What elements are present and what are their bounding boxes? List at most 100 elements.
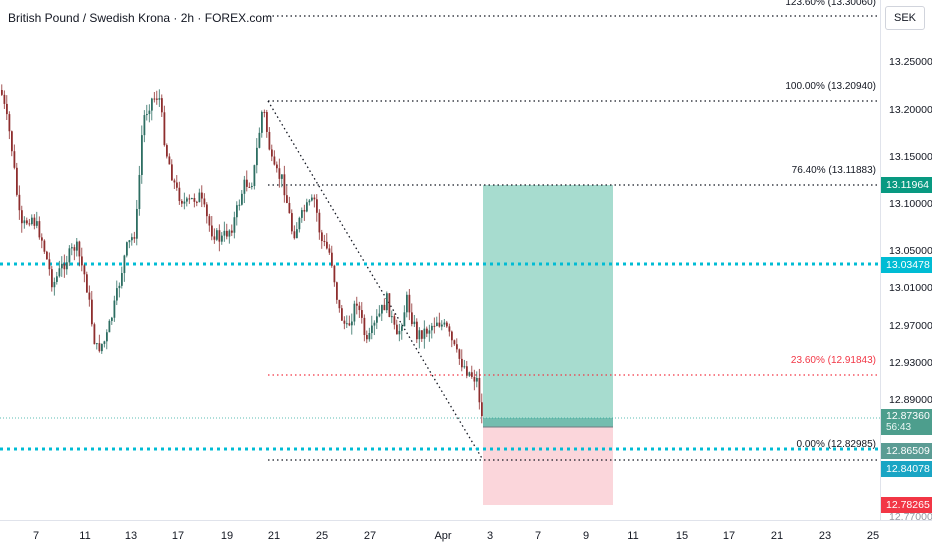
candle-body xyxy=(341,308,343,321)
candle-body xyxy=(376,316,378,323)
candle-body xyxy=(421,330,423,339)
fib-label-0: 0.00% (12.82985) xyxy=(796,439,876,450)
candle-body xyxy=(466,366,468,376)
candle-body xyxy=(446,322,448,327)
price-tick: 12.97000 xyxy=(889,320,932,332)
candle-body xyxy=(146,114,148,116)
candle-body xyxy=(338,299,341,309)
candle-body xyxy=(436,322,438,327)
candle-body xyxy=(11,131,13,152)
candle-body xyxy=(276,164,278,169)
candle-body xyxy=(38,221,41,238)
candle-body xyxy=(296,229,298,239)
chart-canvas[interactable] xyxy=(0,0,880,520)
candle-body xyxy=(308,200,311,203)
entry-price-badge: 12.86509 xyxy=(881,443,932,459)
time-label: 11 xyxy=(627,530,639,542)
candle-body xyxy=(353,303,356,322)
time-label: 7 xyxy=(534,530,542,542)
profit-zone xyxy=(483,185,613,420)
currency-button[interactable]: SEK xyxy=(885,6,925,30)
candle-body xyxy=(131,237,133,241)
symbol-title: British Pound / Swedish Krona · 2h · FOR… xyxy=(8,11,273,25)
time-axis[interactable]: 7 11 13 17 19 21 25 27 Apr 3 7 9 11 15 1… xyxy=(0,520,932,551)
candle-body xyxy=(203,198,206,205)
candle-body xyxy=(391,316,393,318)
candle-body xyxy=(181,200,183,204)
candle-body xyxy=(43,240,46,252)
candle-body xyxy=(166,145,168,157)
candle-body xyxy=(281,174,283,179)
take-profit-price-badge: 13.11964 xyxy=(881,177,932,193)
price-axis[interactable]: SEK 13.25000 13.20000 13.15000 13.10000 … xyxy=(880,0,932,523)
candle-body xyxy=(318,212,321,233)
candle-body xyxy=(393,316,396,325)
candle-body xyxy=(171,164,173,181)
candle-body xyxy=(58,268,61,277)
candle-body xyxy=(226,230,228,237)
chart-pane[interactable]: British Pound / Swedish Krona · 2h · FOR… xyxy=(0,0,880,520)
candle-body xyxy=(476,377,478,382)
time-label: 15 xyxy=(675,530,689,542)
candle-body xyxy=(233,217,236,233)
time-label: 7 xyxy=(32,530,40,542)
loss-zone xyxy=(483,427,613,505)
candle-body xyxy=(213,236,216,240)
candle-body xyxy=(63,263,66,270)
fib-trend-line xyxy=(267,100,484,461)
candle-body xyxy=(468,372,471,376)
candle-body xyxy=(383,304,386,311)
candle-body xyxy=(21,210,23,224)
candle-body xyxy=(48,259,51,270)
candle-body xyxy=(236,205,238,218)
candle-body xyxy=(141,135,143,175)
candle-body xyxy=(23,220,26,224)
candle-body xyxy=(73,247,76,251)
price-tick: 13.05000 xyxy=(889,245,932,257)
candle-body xyxy=(246,179,248,187)
candle-body xyxy=(28,223,31,225)
candle-body xyxy=(98,343,101,352)
candle-body xyxy=(348,323,351,326)
candle-body xyxy=(66,262,68,270)
bar-countdown: 56:43 xyxy=(886,422,912,433)
candle-body xyxy=(286,195,288,203)
candle-body xyxy=(406,294,408,313)
candle-body xyxy=(416,321,418,340)
candle-body xyxy=(53,281,56,288)
candle-body xyxy=(428,330,431,334)
candle-body xyxy=(291,213,293,232)
candle-body xyxy=(138,174,141,209)
candle-body xyxy=(463,366,466,368)
candle-body xyxy=(451,331,453,341)
candle-body xyxy=(351,321,353,326)
candle-body xyxy=(223,230,226,236)
candle-body xyxy=(278,168,281,179)
candle-body xyxy=(371,325,373,334)
time-label: 25 xyxy=(866,530,880,542)
candle-body xyxy=(83,265,86,275)
candle-body xyxy=(431,325,433,331)
candle-body xyxy=(193,198,196,202)
candle-body xyxy=(306,202,308,212)
candle-body xyxy=(396,324,398,335)
candle-body xyxy=(191,198,193,200)
candle-body xyxy=(128,240,131,243)
candle-body xyxy=(31,217,33,225)
candle-body xyxy=(273,156,276,165)
candle-body xyxy=(186,198,188,202)
candle-body xyxy=(238,204,241,206)
candle-body xyxy=(266,112,268,132)
candle-body xyxy=(303,210,306,212)
time-label: 25 xyxy=(315,530,329,542)
candle-body xyxy=(388,293,391,317)
candle-body xyxy=(36,221,38,226)
candle-body xyxy=(478,377,481,403)
candle-body xyxy=(168,156,171,165)
candle-body xyxy=(78,241,81,257)
time-label: 23 xyxy=(818,530,832,542)
candle-body xyxy=(438,322,441,327)
candle-body xyxy=(283,174,286,196)
candle-body xyxy=(68,248,71,263)
candle-body xyxy=(363,317,366,336)
